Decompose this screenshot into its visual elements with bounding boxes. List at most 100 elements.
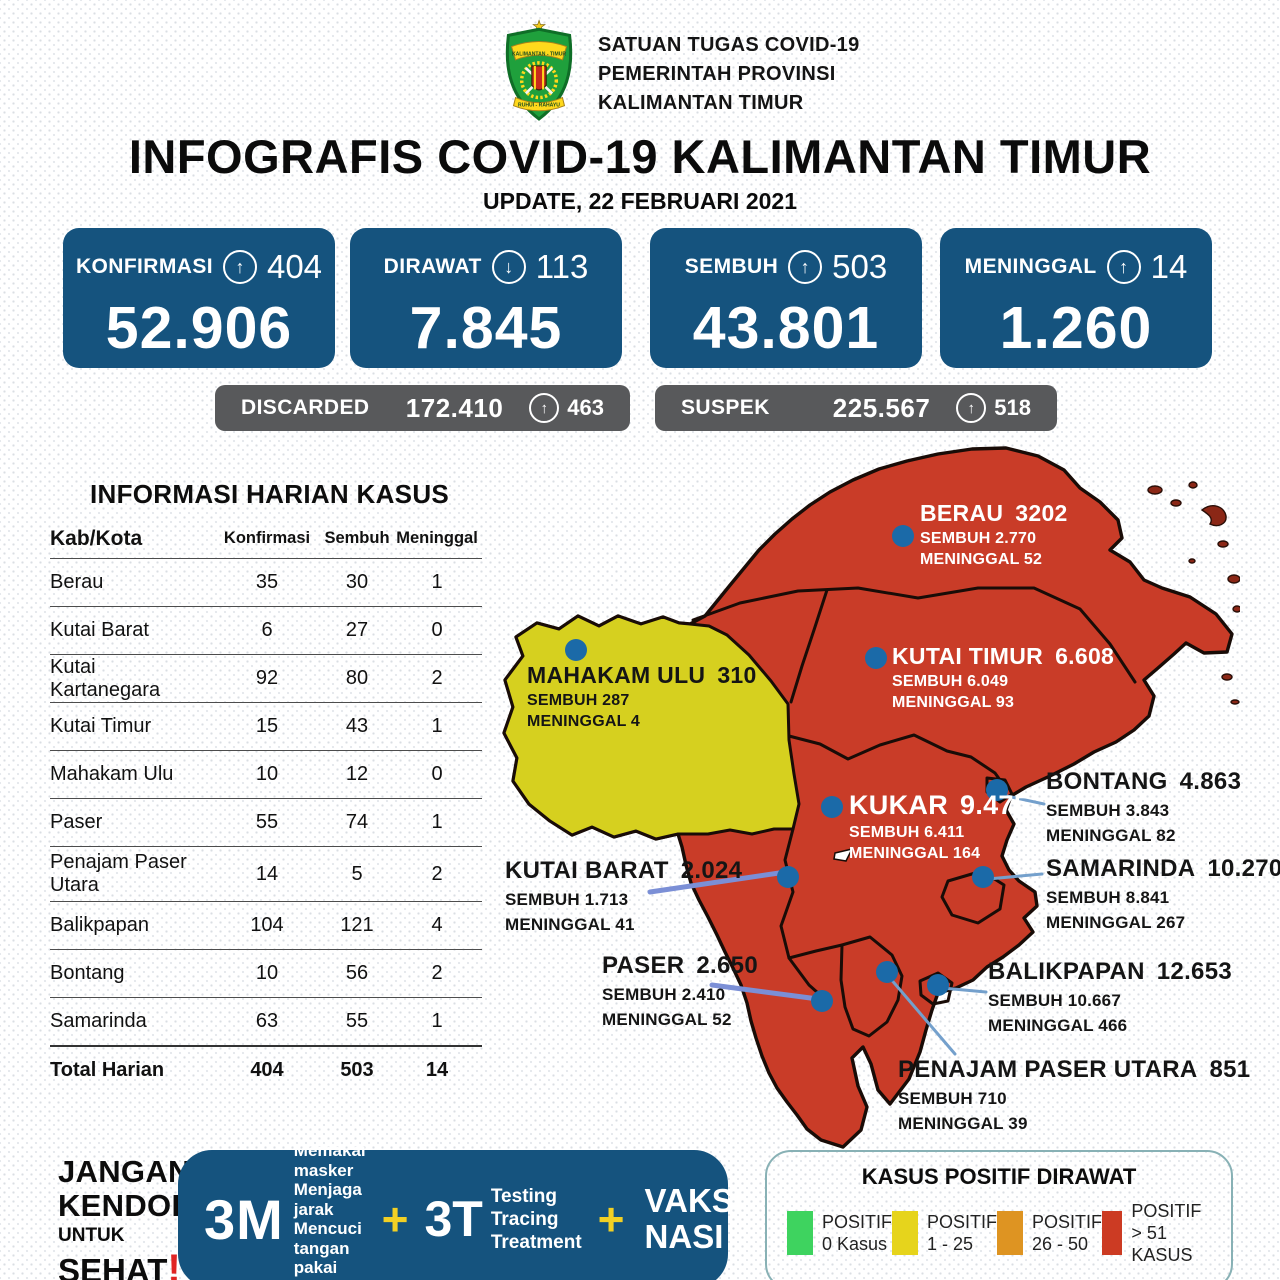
legend-item-orange: POSITIF 26 - 50 [997,1200,1102,1266]
health-protocol-banner: 3M Memakai masker Menjaga jarak Mencuci … [178,1141,743,1280]
stat-card-meninggal: MENINGGAL ↑ 14 1.260 [940,228,1212,368]
bar-value: 225.567 [832,392,931,423]
org-line: KALIMANTAN TIMUR [598,92,804,114]
map-label-kutai-timur: KUTAI TIMUR 6.608 SEMBUH 6.049 MENINGGAL … [892,643,1115,711]
table-row: Kutai Kartanegara 92 80 2 [50,654,482,702]
org-line: PEMERINTAH PROVINSI [598,63,836,85]
stat-card-konfirmasi: KONFIRMASI ↑ 404 52.906 [63,228,335,368]
orange-swatch [997,1211,1024,1255]
map-label-balikpapan: BALIKPAPAN 12.653 SEMBUH 10.667 MENINGGAL… [988,958,1232,1035]
berau-south-border [691,586,1137,684]
arrow-down-circle-icon: ↓ [491,250,526,284]
vaksinasi-label: VAKSI NASI [644,1182,743,1255]
slogan-block: JANGAN KENDOR UNTUK SEHAT! [58,1156,194,1280]
stat-delta: 404 [266,248,323,285]
balikpapan-leader-line [940,986,988,994]
stat-delta: 503 [832,248,888,285]
kukar-marker [821,796,843,818]
map-label-kutai-barat: KUTAI BARAT 2.024 SEMBUH 1.713 MENINGGAL … [505,857,743,934]
stat-value: 52.906 [105,295,293,361]
stat-delta: 113 [535,248,589,285]
berau-marker [892,525,914,547]
bottom-ribbon-text: RUHUI - RAHAYU [518,103,560,109]
leader-lines [647,793,1046,1056]
top-ribbon [510,40,568,61]
stat-value: 7.845 [409,295,563,361]
ppu-leader-line [887,975,957,1056]
col-header: Meninggal [396,528,478,547]
table-row: Kutai Barat 6 27 0 [50,606,482,654]
ppu-border [839,935,904,1038]
table-row: Bontang 10 56 2 [50,949,482,997]
legend-title: KASUS POSITIF DIRAWAT [861,1164,1137,1189]
table-header-row: Kab/Kota Konfirmasi Sembuh Meninggal [50,518,482,558]
kutai-timur-west-border [789,588,829,704]
ppu-marker [876,961,898,983]
legend-item-red: POSITIF > 51 KASUS [1102,1200,1211,1266]
bontang-leader-line [1000,793,1046,806]
stat-card-sembuh: SEMBUH ↑ 503 43.801 [650,228,922,368]
stat-label: MENINGGAL [964,255,1097,278]
kutai-barat-east-border [779,827,829,1003]
exclamation-mark: ! [167,1247,181,1280]
arrow-up-circle-icon: ↑ [956,393,987,423]
city-markers [565,525,1008,1012]
bottom-ribbon [512,96,566,112]
suspek-bar: SUSPEK 225.567 ↑ 518 [655,385,1057,431]
update-date: UPDATE, 22 FEBRUARI 2021 [483,188,797,214]
top-ribbon-text: KALIMANTAN - TIMUR [512,52,566,58]
paser-north-border [787,943,844,960]
bar-delta: 518 [994,395,1031,420]
bar-delta: 463 [567,395,604,420]
yellow-swatch [892,1211,919,1255]
paser-marker [811,990,833,1012]
table-row: Samarinda 63 55 1 [50,997,482,1045]
arrow-up-circle-icon: ↑ [222,250,257,284]
kutai-timur-marker [865,647,887,669]
table-row: Kutai Timur 15 43 1 [50,702,482,750]
bontang-marker [986,779,1008,801]
paser-leader-line [709,982,821,1002]
table-title: INFORMASI HARIAN KASUS [90,479,450,509]
legend-item-yellow: POSITIF 1 - 25 [892,1200,997,1266]
mahakam-ulu-region [502,614,801,841]
table-row: Paser 55 74 1 [50,798,482,846]
3m-label: 3M [204,1187,284,1251]
balikpapan-marker [927,974,949,996]
plus-icon: + [597,1193,625,1245]
3t-lines: Testing Tracing Treatment [490,1185,582,1253]
arrow-up-circle-icon: ↑ [529,393,560,423]
page-title: INFOGRAFIS COVID-19 KALIMANTAN TIMUR [128,130,1152,183]
map-label-penajam-paser-utara: PENAJAM PASER UTARA 851 SEMBUH 710 MENING… [898,1056,1251,1133]
stat-card-dirawat: DIRAWAT ↓ 113 7.845 [350,228,622,368]
col-header: Konfirmasi [223,528,311,547]
org-line: SATUAN TUGAS COVID-19 [598,34,860,56]
legend-item-green: POSITIF 0 Kasus [787,1200,892,1266]
bar-label: DISCARDED [241,396,370,419]
stat-value: 1.260 [999,295,1153,361]
kutai-barat-marker [777,866,799,888]
stat-delta: 14 [1150,248,1188,285]
col-header: Sembuh [324,528,390,547]
table-row: Penajam Paser Utara 14 5 2 [50,846,482,901]
table-row: Mahakam Ulu 10 12 0 [50,750,482,798]
offshore-islands [1147,481,1240,705]
samarinda-leader-line [986,872,1044,881]
provincial-crest-logo: ★ KALIMANTAN - TIMUR RUHUI - RAHAYU [505,18,573,121]
wreath [519,61,559,100]
discarded-bar: DISCARDED 172.410 ↑ 463 [215,385,630,431]
map-label-mahakam-ulu: MAHAKAM ULU 310 SEMBUH 287 MENINGGAL 4 [527,662,757,730]
stat-label: SEMBUH [684,255,779,278]
green-swatch [787,1211,813,1255]
3t-label: 3T [424,1191,483,1247]
arrow-up-circle-icon: ↑ [1106,250,1141,284]
red-swatch [1102,1211,1123,1255]
arrow-up-circle-icon: ↑ [788,250,823,284]
samarinda-marker [972,866,994,888]
table-row: Balikpapan 104 121 4 [50,901,482,949]
kaltim-choropleth-map [490,440,1240,1160]
stat-label: KONFIRMASI [75,255,213,278]
lake [833,847,854,862]
table-row: Berau 35 30 1 [50,558,482,606]
